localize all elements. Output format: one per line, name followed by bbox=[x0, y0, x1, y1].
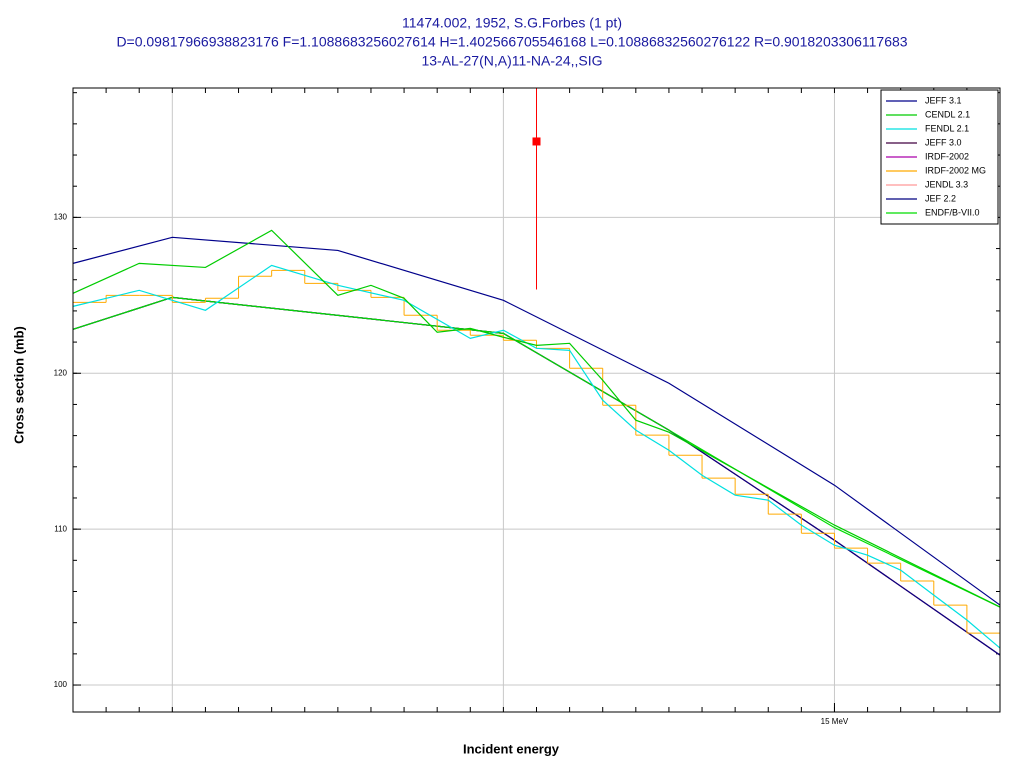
legend-label: IRDF-2002 MG bbox=[925, 165, 986, 175]
chart-title: 11474.002, 1952, S.G.Forbes (1 pt) bbox=[402, 15, 622, 31]
legend-label: JEF 2.2 bbox=[925, 193, 956, 203]
series-line bbox=[72, 229, 1001, 608]
plot-frame bbox=[72, 87, 1001, 713]
y-tick-label: 110 bbox=[54, 524, 67, 533]
legend-label: FENDL 2.1 bbox=[925, 123, 969, 133]
legend-label: JENDL 3.3 bbox=[925, 179, 968, 189]
legend-label: ENDF/B-VII.0 bbox=[925, 207, 980, 217]
legend-label: IRDF-2002 bbox=[925, 151, 969, 161]
y-tick-label: 130 bbox=[54, 212, 68, 221]
data-point bbox=[532, 137, 541, 146]
legend-label: CENDL 2.1 bbox=[925, 109, 970, 119]
x-axis-label: Incident energy bbox=[463, 741, 560, 756]
legend-label: JEFF 3.0 bbox=[925, 137, 962, 147]
y-tick-label: 100 bbox=[54, 680, 68, 689]
series-line bbox=[72, 264, 1001, 649]
series-line bbox=[72, 296, 1001, 608]
y-tick-label: 120 bbox=[54, 368, 68, 377]
x-tick-label: 15 MeV bbox=[821, 717, 849, 726]
y-axis-label: Cross section (mb) bbox=[11, 326, 26, 444]
chart-subtitle: D=0.09817966938823176 F=1.10886832560276… bbox=[116, 34, 907, 50]
chart-subtitle: 13-AL-27(N,A)11-NA-24,,SIG bbox=[421, 53, 602, 69]
legend-label: JEFF 3.1 bbox=[925, 95, 962, 105]
series-line bbox=[72, 236, 1001, 606]
